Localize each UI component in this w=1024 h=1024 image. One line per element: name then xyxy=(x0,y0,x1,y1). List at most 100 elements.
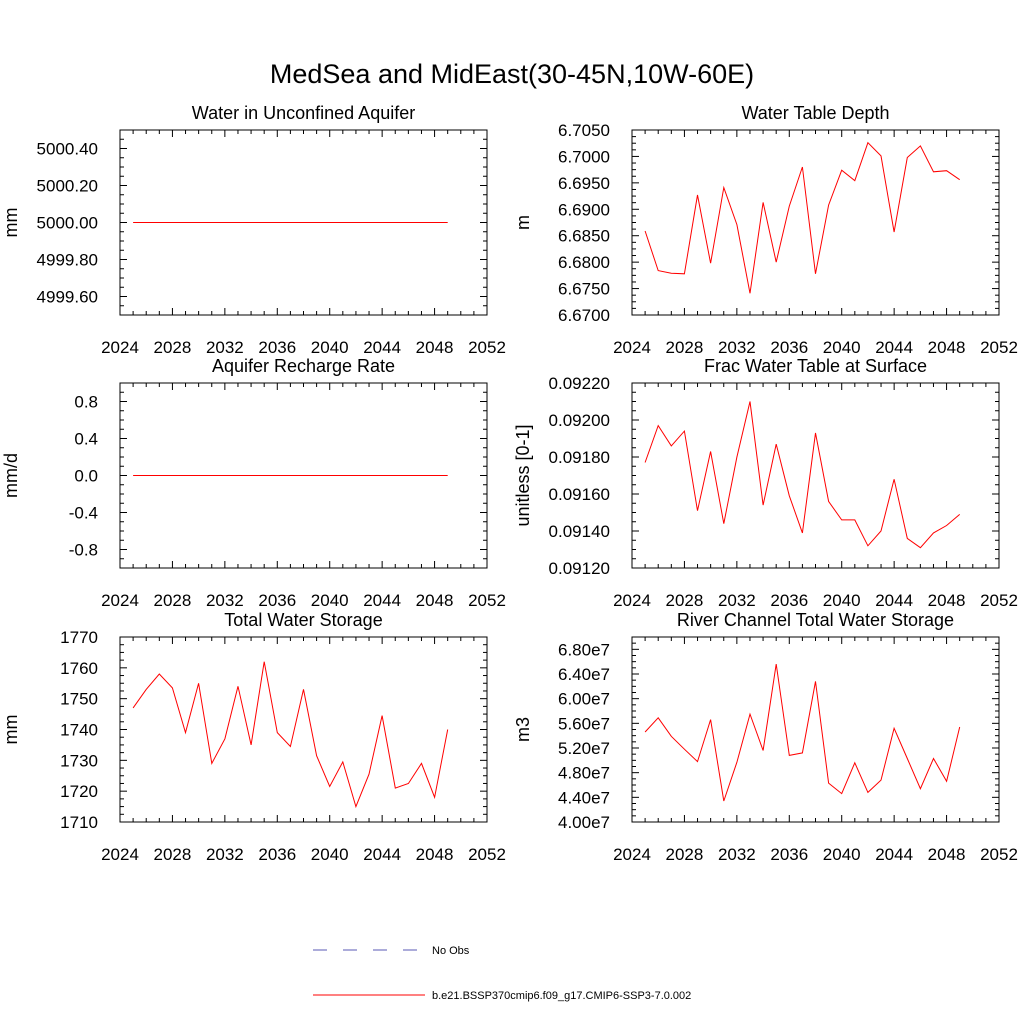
x-tick-label: 2048 xyxy=(928,591,966,610)
series-line-model xyxy=(644,401,961,549)
y-tick-label: -0.4 xyxy=(69,504,98,523)
x-tick-label: 2048 xyxy=(416,591,454,610)
y-tick-label: 6.00e7 xyxy=(558,690,610,709)
x-tick-label: 2044 xyxy=(363,845,401,864)
y-tick-label: 4.40e7 xyxy=(558,788,610,807)
panel-title: Aquifer Recharge Rate xyxy=(212,356,395,376)
x-tick-label: 2036 xyxy=(770,845,808,864)
y-tick-label: 6.40e7 xyxy=(558,665,610,684)
panel-total-water-storage: Total Water Storage mm 2024 2028 2032 2036 204… xyxy=(1,610,506,864)
y-tick-label: 6.80e7 xyxy=(558,640,610,659)
panel-title: Frac Water Table at Surface xyxy=(704,356,927,376)
y-tick-label: 6.6750 xyxy=(558,280,610,299)
y-tick-label: 4.80e7 xyxy=(558,764,610,783)
y-tick-label: 1720 xyxy=(60,782,98,801)
y-tick-label: 6.6700 xyxy=(558,306,610,325)
y-tick-label: 0.09220 xyxy=(549,374,610,393)
x-tick-label: 2024 xyxy=(613,338,651,357)
x-tick-label: 2052 xyxy=(468,591,506,610)
x-tick-label: 2048 xyxy=(928,845,966,864)
x-tick-label: 2044 xyxy=(363,338,401,357)
x-tick-label: 2028 xyxy=(154,845,192,864)
x-tick-label: 2052 xyxy=(468,845,506,864)
y-tick-label: 6.6950 xyxy=(558,174,610,193)
x-tick-label: 2040 xyxy=(311,845,349,864)
y-axis-label: m xyxy=(513,215,533,230)
y-tick-label: 1730 xyxy=(60,751,98,770)
x-tick-label: 2036 xyxy=(258,338,296,357)
y-tick-label: 4999.80 xyxy=(37,251,98,270)
y-tick-label: 6.6800 xyxy=(558,253,610,272)
panel-frac-water-table-surface: Frac Water Table at Surface unitless [0-1… xyxy=(513,356,1018,610)
x-tick-label: 2028 xyxy=(154,591,192,610)
y-tick-label: 6.7000 xyxy=(558,147,610,166)
y-tick-label: 5.20e7 xyxy=(558,739,610,758)
x-tick-label: 2048 xyxy=(928,338,966,357)
x-tick-label: 2032 xyxy=(718,591,756,610)
y-tick-label: 5.60e7 xyxy=(558,714,610,733)
panel-title: Total Water Storage xyxy=(224,610,382,630)
panel-water-unconfined-aquifer: Water in Unconfined Aquifer mm 2024 2028 203… xyxy=(1,103,506,357)
y-axis-label: unitless [0-1] xyxy=(513,424,533,526)
figure-title: MedSea and MidEast(30-45N,10W-60E) xyxy=(270,59,754,89)
x-tick-label: 2044 xyxy=(875,338,913,357)
x-tick-label: 2024 xyxy=(101,338,139,357)
plot-frame xyxy=(631,382,1000,569)
legend-model-label: b.e21.BSSP370cmip6.f09_g17.CMIP6-SSP3-7.… xyxy=(432,990,691,1002)
x-tick-label: 2036 xyxy=(770,591,808,610)
y-tick-label: 1760 xyxy=(60,659,98,678)
y-tick-label: 0.0 xyxy=(74,467,98,486)
panel-title: Water in Unconfined Aquifer xyxy=(192,103,415,123)
x-tick-label: 2044 xyxy=(875,591,913,610)
x-tick-label: 2032 xyxy=(718,338,756,357)
x-tick-label: 2032 xyxy=(206,338,244,357)
series-line-model xyxy=(644,664,961,802)
x-tick-label: 2048 xyxy=(416,845,454,864)
plot-frame xyxy=(631,636,1000,823)
x-tick-label: 2044 xyxy=(875,845,913,864)
x-tick-label: 2040 xyxy=(823,338,861,357)
y-tick-label: 0.09140 xyxy=(549,522,610,541)
panel-title: River Channel Total Water Storage xyxy=(677,610,954,630)
y-tick-label: 4.00e7 xyxy=(558,813,610,832)
y-tick-label: 0.8 xyxy=(74,393,98,412)
y-tick-label: 5000.20 xyxy=(37,177,98,196)
y-tick-label: 1770 xyxy=(60,628,98,647)
x-tick-label: 2044 xyxy=(363,591,401,610)
y-axis-label: mm xyxy=(1,208,21,238)
series-line-model xyxy=(132,661,449,809)
y-tick-label: 6.6900 xyxy=(558,200,610,219)
panel-aquifer-recharge-rate: Aquifer Recharge Rate mm/d 2024 2028 2032 203… xyxy=(1,356,506,610)
y-tick-label: 5000.40 xyxy=(37,140,98,159)
y-tick-label: 6.7050 xyxy=(558,121,610,140)
series-line-model xyxy=(644,141,960,294)
legend-obs-label: No Obs xyxy=(432,945,470,957)
y-tick-label: 6.6850 xyxy=(558,227,610,246)
x-tick-label: 2024 xyxy=(101,591,139,610)
plot-frame xyxy=(631,129,1000,316)
x-tick-label: 2024 xyxy=(613,591,651,610)
y-tick-label: 4999.60 xyxy=(37,288,98,307)
x-tick-label: 2040 xyxy=(311,591,349,610)
y-tick-label: 1740 xyxy=(60,721,98,740)
x-tick-label: 2032 xyxy=(206,591,244,610)
panel-water-table-depth: Water Table Depth m 2024 2028 2032 2036 2040 20… xyxy=(513,103,1018,357)
x-tick-label: 2048 xyxy=(416,338,454,357)
y-tick-label: 1710 xyxy=(60,813,98,832)
y-tick-label: 0.09120 xyxy=(549,559,610,578)
x-tick-label: 2024 xyxy=(613,845,651,864)
y-tick-label: 0.09180 xyxy=(549,448,610,467)
y-axis-label: mm/d xyxy=(1,453,21,498)
y-tick-label: 5000.00 xyxy=(37,214,98,233)
x-tick-label: 2028 xyxy=(666,845,704,864)
x-tick-label: 2052 xyxy=(468,338,506,357)
plot-frame xyxy=(119,636,488,823)
x-tick-label: 2052 xyxy=(980,845,1018,864)
x-tick-label: 2028 xyxy=(666,338,704,357)
y-tick-label: 0.09160 xyxy=(549,485,610,504)
y-tick-label: 1750 xyxy=(60,690,98,709)
x-tick-label: 2024 xyxy=(101,845,139,864)
x-tick-label: 2040 xyxy=(823,845,861,864)
y-tick-label: 0.4 xyxy=(74,430,98,449)
